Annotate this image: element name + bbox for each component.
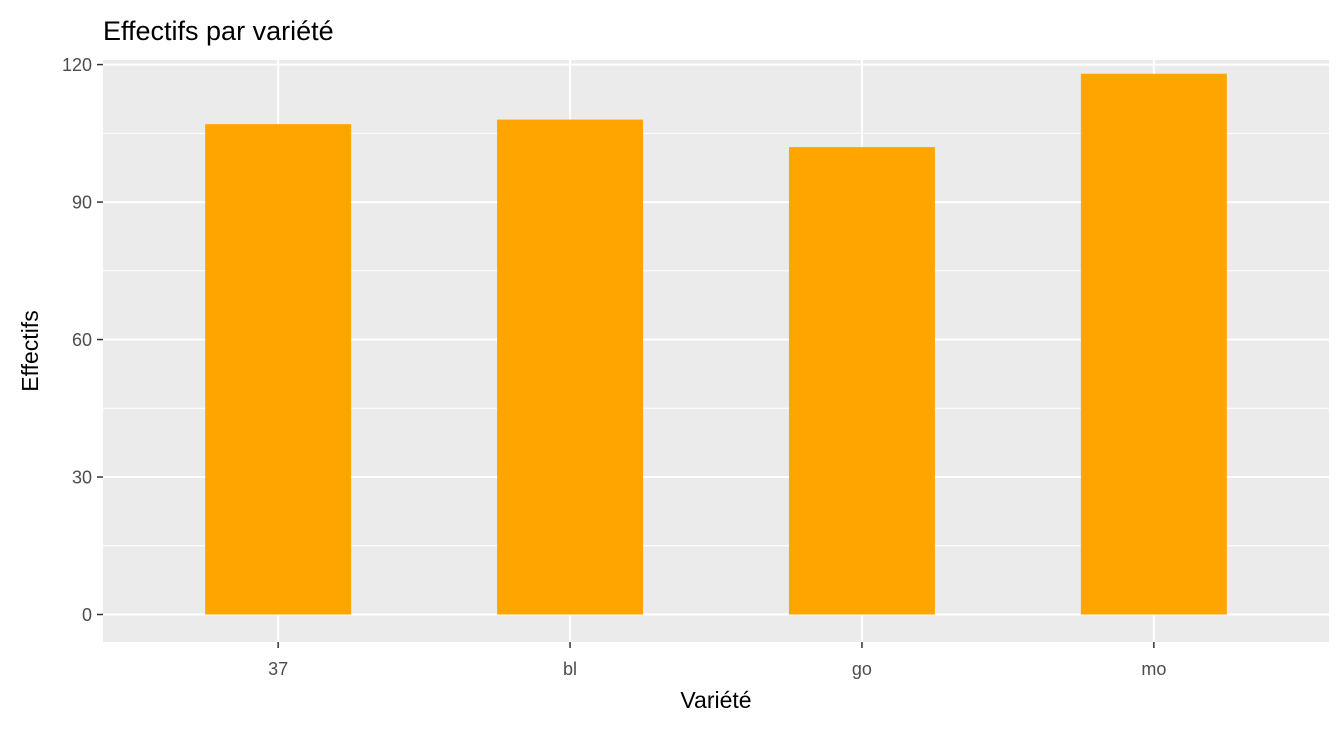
chart-title: Effectifs par variété [103,16,334,46]
x-tick-label: go [852,659,872,679]
y-axis: 0 30 60 90 120 [62,55,103,625]
bars [205,73,1227,615]
bar-bl [497,119,644,615]
y-tick-label: 30 [72,468,92,488]
y-tick-label: 120 [62,55,92,75]
y-tick-label: 90 [72,193,92,213]
x-tick-label: 37 [268,659,288,679]
x-tick-label: mo [1141,659,1166,679]
x-axis: 37 bl go mo [268,642,1166,679]
bar-37 [205,124,352,615]
bar-go [788,147,935,615]
x-axis-title: Variété [680,687,751,713]
y-tick-label: 0 [82,605,92,625]
y-axis-title: Effectifs [17,310,43,391]
bar-mo [1080,73,1227,615]
x-tick-label: bl [563,659,577,679]
y-tick-label: 60 [72,330,92,350]
